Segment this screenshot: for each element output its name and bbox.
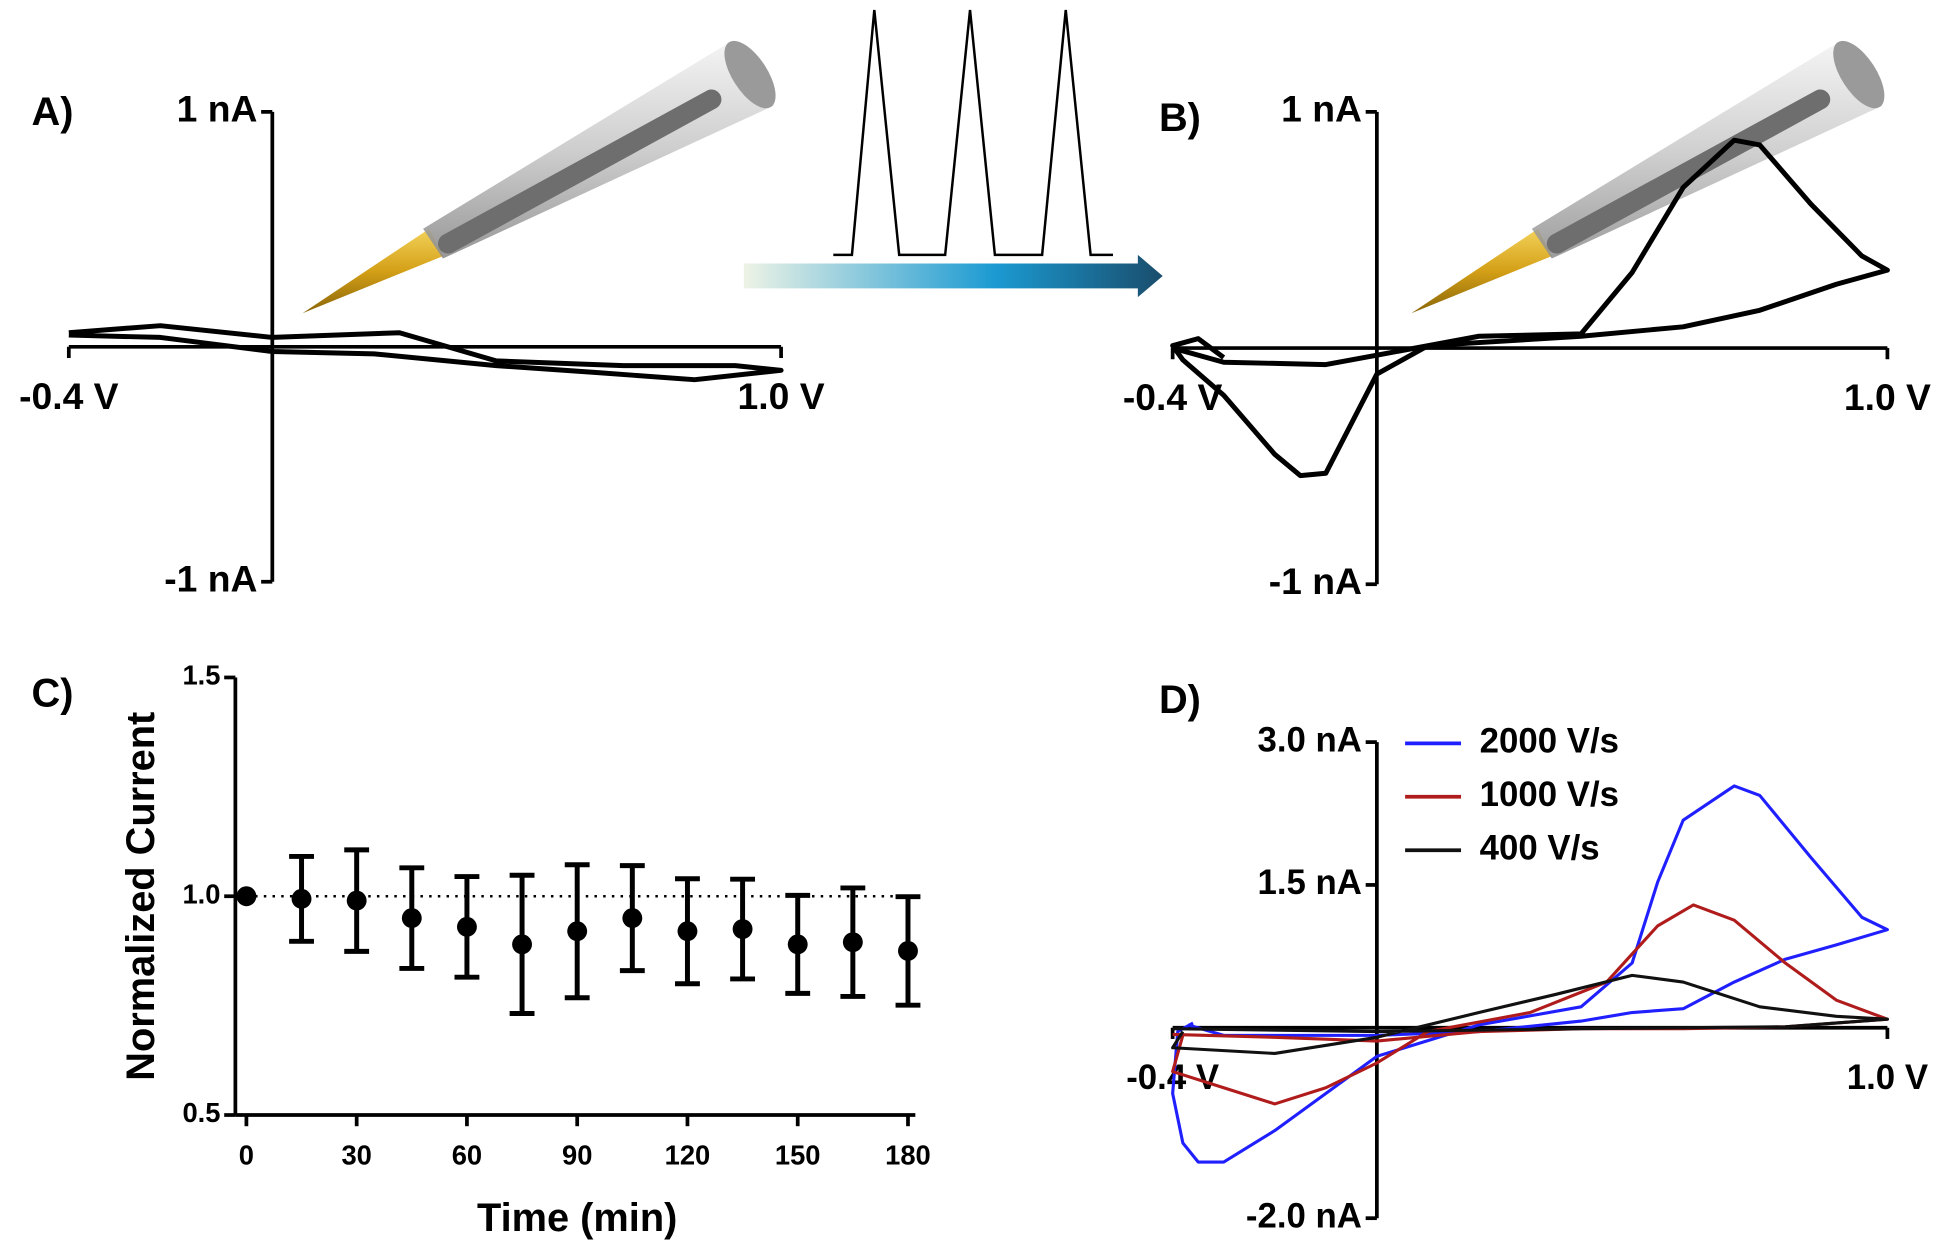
- y-tick-label: -2.0 nA: [1246, 1196, 1362, 1235]
- panel-label: D): [1159, 678, 1201, 722]
- data-point: [512, 934, 533, 955]
- cv-curve: [68, 323, 784, 383]
- cv-curve: [1170, 137, 1890, 479]
- y-tick-label: 1.5: [182, 660, 220, 691]
- y-tick-label: 3.0 nA: [1258, 720, 1362, 759]
- x-tick-label: 60: [452, 1140, 482, 1171]
- data-point: [236, 886, 257, 907]
- y-tick-label: 1.0: [182, 878, 220, 909]
- x-tick-label: 120: [665, 1140, 711, 1171]
- y-axis-title: Normalized Current: [119, 712, 163, 1081]
- y-tick-label: 1.5 nA: [1258, 863, 1362, 902]
- waveform-illustration: [833, 9, 1113, 257]
- legend-label: 1000 V/s: [1480, 775, 1619, 814]
- x-tick-label: 1.0 V: [738, 375, 825, 417]
- data-point: [291, 888, 312, 909]
- data-point: [787, 934, 808, 955]
- data-point: [677, 921, 698, 942]
- panel-label: B): [1159, 96, 1201, 140]
- x-tick-label: 1.0 V: [1844, 376, 1931, 418]
- x-tick-label: 0: [239, 1140, 254, 1171]
- y-tick-label: -1 nA: [1269, 560, 1362, 602]
- legend-label: 400 V/s: [1480, 828, 1600, 867]
- data-point: [898, 940, 918, 961]
- panel-label: C): [32, 672, 74, 716]
- cv-curve: [1171, 784, 1889, 1164]
- data-point: [842, 932, 863, 953]
- data-point: [346, 890, 367, 911]
- y-tick-label: -1 nA: [164, 558, 257, 600]
- y-tick-label: 0.5: [182, 1097, 220, 1128]
- data-point: [456, 916, 477, 937]
- data-point: [622, 908, 643, 929]
- electrode-illustration: [1411, 40, 1885, 314]
- x-tick-label: 30: [341, 1140, 371, 1171]
- cv-curve: [1171, 903, 1889, 1106]
- panel-label: A): [32, 90, 74, 134]
- legend-label: 2000 V/s: [1480, 722, 1619, 761]
- data-point: [732, 919, 753, 940]
- x-tick-label: 1.0 V: [1847, 1058, 1928, 1097]
- arrow: [743, 254, 1163, 298]
- electrode-illustration: [302, 40, 776, 314]
- x-tick-label: 180: [885, 1140, 931, 1171]
- data-point: [567, 921, 588, 942]
- x-tick-label: -0.4 V: [19, 375, 119, 417]
- x-axis-title: Time (min): [477, 1196, 677, 1240]
- x-tick-label: 90: [562, 1140, 592, 1171]
- y-tick-label: 1 nA: [1281, 88, 1362, 130]
- y-tick-label: 1 nA: [177, 88, 258, 130]
- data-point: [401, 908, 422, 929]
- x-tick-label: 150: [775, 1140, 821, 1171]
- cv-curve: [1171, 973, 1889, 1056]
